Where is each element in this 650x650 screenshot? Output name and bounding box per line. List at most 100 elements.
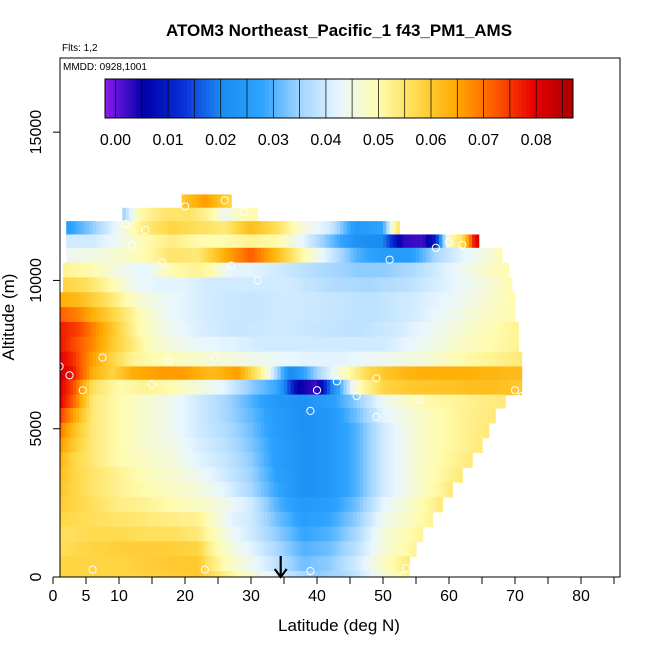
heatmap-cell — [284, 292, 288, 308]
heatmap-cell — [313, 321, 318, 338]
heatmap-cell — [452, 277, 457, 293]
heatmap-cell — [320, 571, 325, 577]
heatmap-cell — [198, 234, 203, 249]
heatmap-cell — [175, 452, 179, 468]
heatmap-cell — [135, 541, 140, 557]
heatmap-cell — [201, 394, 206, 409]
heatmap-cell — [422, 496, 427, 513]
heatmap-cell — [442, 379, 447, 396]
heatmap-cell — [323, 394, 328, 409]
colorbar-swatch — [459, 79, 465, 118]
heatmap-cell — [158, 422, 163, 439]
obs-point — [332, 377, 341, 386]
heatmap-cell — [409, 277, 414, 293]
heatmap-cell — [218, 351, 222, 368]
heatmap-cell — [72, 221, 77, 236]
heatmap-cell — [92, 571, 97, 577]
heatmap-cell — [353, 496, 358, 513]
heatmap-cell — [478, 321, 483, 338]
heatmap-cell — [128, 277, 133, 293]
heatmap-cell — [406, 482, 410, 498]
heatmap-cells — [53, 194, 523, 577]
heatmap-cell — [82, 336, 87, 353]
colorbar-swatch — [194, 79, 200, 118]
heatmap-cell — [445, 351, 450, 368]
heatmap-cell — [198, 452, 203, 468]
heatmap-cell — [92, 336, 97, 353]
heatmap-cell — [224, 452, 229, 468]
colorbar-swatch — [296, 79, 301, 118]
heatmap-cell — [122, 262, 127, 279]
heatmap-cell — [270, 556, 275, 572]
heatmap-cell — [376, 292, 381, 308]
heatmap-cell — [336, 336, 341, 353]
heatmap-cell — [247, 321, 252, 338]
heatmap-cell — [152, 351, 156, 368]
heatmap-cell — [317, 321, 321, 338]
heatmap-cell — [505, 321, 509, 338]
heatmap-cell — [102, 556, 107, 572]
heatmap-cell — [119, 277, 123, 293]
heatmap-cell — [208, 321, 212, 338]
heatmap-cell — [439, 277, 443, 293]
heatmap-cell — [491, 321, 496, 338]
heatmap-cell — [505, 351, 509, 368]
heatmap-cell — [290, 496, 295, 513]
heatmap-cell — [317, 422, 321, 439]
heatmap-cell — [125, 207, 130, 222]
heatmap-cell — [482, 379, 486, 396]
heatmap-cell — [350, 496, 354, 513]
heatmap-cell — [435, 277, 440, 293]
heatmap-cell — [234, 394, 239, 409]
colorbar-swatch — [272, 79, 278, 118]
heatmap-cell — [72, 394, 77, 409]
heatmap-cell — [211, 336, 216, 353]
heatmap-cell — [501, 379, 506, 396]
heatmap-cell — [188, 292, 193, 308]
colorbar-swatch — [214, 79, 219, 118]
heatmap-cell — [53, 541, 57, 556]
heatmap-cell — [422, 452, 427, 468]
heatmap-cell — [383, 321, 387, 338]
heatmap-cell — [109, 496, 113, 513]
colorbar-swatch — [105, 79, 110, 118]
heatmap-cell — [406, 571, 410, 577]
heatmap-cell — [419, 277, 424, 293]
heatmap-cell — [379, 262, 384, 279]
heatmap-cell — [336, 407, 341, 424]
obs-point — [372, 374, 381, 383]
heatmap-cell — [356, 496, 361, 513]
heatmap-cell — [267, 541, 272, 557]
heatmap-cell — [303, 336, 308, 353]
flights-annotation: Flts: 1,2 — [62, 43, 98, 54]
heatmap-cell — [422, 379, 427, 396]
heatmap-cell — [369, 277, 374, 293]
heatmap-cell — [320, 277, 325, 293]
heatmap-cell — [419, 526, 424, 543]
heatmap-cell — [363, 307, 368, 323]
heatmap-cell — [445, 467, 450, 483]
heatmap-cell — [224, 277, 229, 293]
heatmap-cell — [462, 407, 467, 424]
heatmap-cell — [142, 207, 146, 222]
heatmap-cell — [95, 556, 100, 572]
obs-point — [128, 240, 137, 249]
heatmap-cell — [152, 541, 156, 557]
heatmap-cell — [79, 394, 84, 409]
heatmap-cell — [280, 556, 285, 572]
colorbar-swatch — [370, 79, 375, 118]
heatmap-cell — [310, 292, 315, 308]
obs-point — [210, 353, 219, 362]
heatmap-cell — [320, 366, 325, 381]
heatmap-cell — [112, 321, 117, 338]
heatmap-cell — [317, 307, 321, 323]
heatmap-cell — [211, 541, 216, 557]
heatmap-cell — [185, 234, 189, 249]
heatmap-cell — [313, 482, 318, 498]
heatmap-cell — [60, 482, 64, 498]
heatmap-cell — [406, 234, 410, 249]
heatmap-cell — [155, 437, 160, 454]
heatmap-cell — [399, 262, 404, 279]
heatmap-cell — [359, 262, 364, 279]
heatmap-cell — [152, 234, 156, 249]
